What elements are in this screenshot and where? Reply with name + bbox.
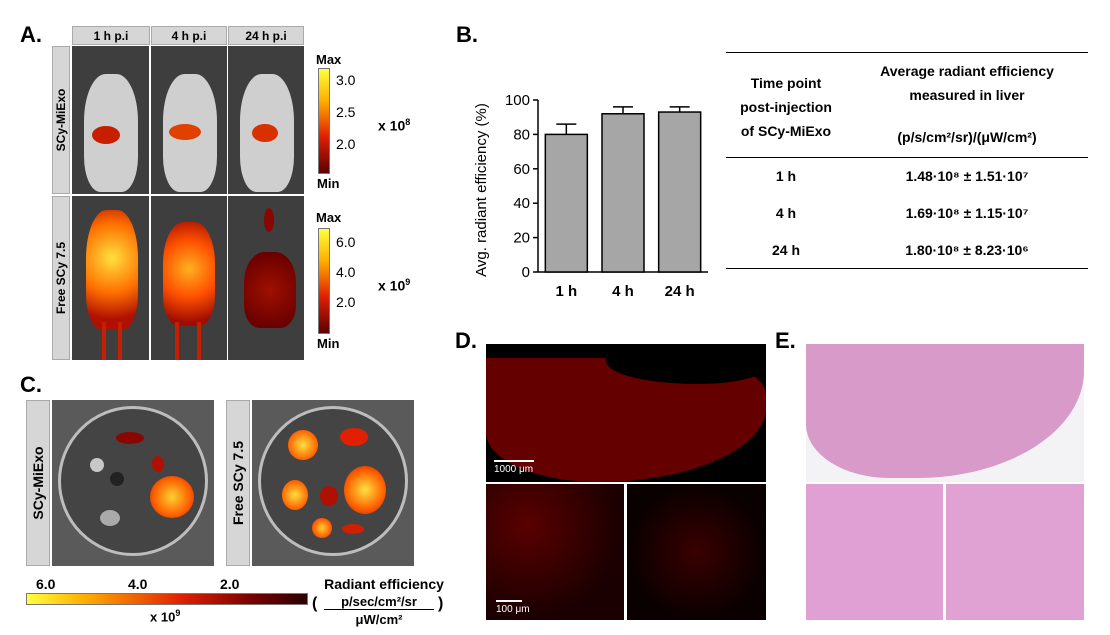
paren-close: ) — [438, 595, 444, 612]
bar — [601, 113, 645, 273]
scale-bottom-min: Min — [317, 336, 340, 351]
timepoint-header-1h: 1 h p.i — [72, 26, 150, 45]
liver-fluorescence-overview: 1000 μm — [486, 344, 766, 482]
radiant-unit-title: Radiant efficiency — [324, 576, 444, 592]
organ-image-miexo — [52, 400, 214, 566]
organ-label-scy-miexo: SCy-MiExo — [26, 400, 50, 566]
scale-bottom-tick-2: 4.0 — [336, 264, 356, 280]
table-row: 24 h 1.80·10⁸ ± 8.23·10⁶ — [726, 232, 1088, 269]
timepoint-header-24h: 24 h p.i — [228, 26, 304, 45]
scale-top-tick-3: 2.0 — [336, 136, 356, 152]
scale-bottom-max: Max — [316, 210, 342, 225]
y-tick-label: 100 — [505, 92, 530, 109]
panel-letter-d: D. — [455, 328, 477, 353]
y-axis-label: Avg. radiant efficiency (%) — [473, 103, 490, 277]
scale-top-max: Max — [316, 52, 342, 67]
scalebar-label-100um: 100 μm — [496, 604, 530, 615]
scalebar-label-1000um: 1000 μm — [494, 464, 534, 475]
bar — [544, 133, 589, 273]
radiant-unit-numerator: p/sec/cm²/sr — [324, 594, 434, 610]
mouse-image-miexo-4h — [151, 46, 227, 194]
scale-bottom-tick-1: 6.0 — [336, 234, 356, 250]
y-tick-label: 80 — [513, 126, 530, 143]
row-label-free-scy: Free SCy 7.5 — [52, 196, 70, 360]
scale-top-tick-2: 2.5 — [336, 104, 356, 120]
liver-fluorescence-zoom-1: 100 μm — [486, 484, 624, 620]
y-tick-label: 60 — [513, 161, 530, 178]
table-row: 4 h 1.69·10⁸ ± 1.15·10⁷ — [775, 205, 1029, 221]
colorbar-bottom — [318, 228, 330, 334]
mouse-image-free-1h — [72, 196, 149, 360]
scalebar-100um — [496, 600, 522, 602]
timepoint-header-4h: 4 h p.i — [151, 26, 227, 45]
bar — [657, 111, 702, 273]
mouse-image-miexo-1h — [72, 46, 149, 194]
paren-open: ( — [312, 595, 318, 612]
scale-bottom-multiplier: x 109 — [378, 277, 411, 294]
liver-he-overview — [806, 344, 1084, 482]
scale-top-tick-1: 3.0 — [336, 72, 356, 88]
radiant-unit-denominator: μW/cm² — [355, 612, 403, 627]
x-tick-label: 4 h — [612, 283, 634, 300]
scalebar-1000um — [494, 460, 534, 462]
hscale-tick-1: 6.0 — [36, 576, 56, 592]
panel-letter-a: A. — [20, 22, 42, 47]
liver-fluorescence-zoom-2 — [627, 484, 766, 620]
liver-he-zoom-2 — [946, 484, 1084, 620]
liver-efficiency-table: Time point post-injection of SCy-MiExo A… — [726, 52, 1088, 269]
mouse-image-free-4h — [151, 196, 227, 360]
hscale-multiplier: x 109 — [150, 608, 181, 625]
row-label-scy-miexo: SCy-MiExo — [52, 46, 70, 194]
colorbar-top — [318, 68, 330, 174]
panel-letter-e: E. — [775, 328, 796, 353]
mouse-image-miexo-24h — [228, 46, 304, 194]
organ-label-free-scy: Free SCy 7.5 — [226, 400, 250, 566]
scale-top-min: Min — [317, 176, 340, 191]
liver-he-zoom-1 — [806, 484, 943, 620]
scale-top-multiplier: x 108 — [378, 117, 411, 134]
bar-chart: Avg. radiant efficiency (%) 0 20 40 60 80 100… — [473, 92, 708, 300]
scale-bottom-tick-3: 2.0 — [336, 294, 356, 310]
panel-letter-c: C. — [20, 372, 42, 397]
organ-image-free — [252, 400, 414, 566]
hscale-tick-3: 2.0 — [220, 576, 240, 592]
table-header-efficiency: Average radiant efficiency measured in l… — [880, 63, 1054, 145]
y-tick-label: 0 — [522, 264, 530, 281]
table-row: 1 h 1.48·10⁸ ± 1.51·10⁷ — [775, 168, 1029, 185]
colorbar-horizontal — [26, 593, 308, 605]
panel-letter-b: B. — [456, 22, 478, 47]
hscale-tick-2: 4.0 — [128, 576, 148, 592]
table-header-time: Time point post-injection of SCy-MiExo — [740, 75, 832, 139]
x-tick-label: 1 h — [555, 283, 577, 300]
x-tick-label: 24 h — [665, 283, 695, 300]
mouse-image-free-24h — [228, 196, 304, 360]
y-tick-label: 40 — [513, 195, 530, 212]
y-tick-label: 20 — [513, 230, 530, 247]
